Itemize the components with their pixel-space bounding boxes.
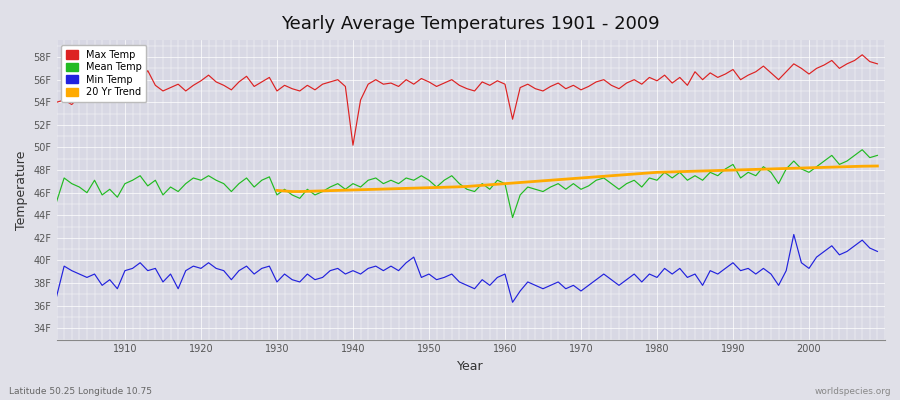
Text: Latitude 50.25 Longitude 10.75: Latitude 50.25 Longitude 10.75 [9,387,152,396]
Title: Yearly Average Temperatures 1901 - 2009: Yearly Average Temperatures 1901 - 2009 [282,15,660,33]
X-axis label: Year: Year [457,360,484,373]
Text: worldspecies.org: worldspecies.org [814,387,891,396]
Y-axis label: Temperature: Temperature [15,150,28,230]
Legend: Max Temp, Mean Temp, Min Temp, 20 Yr Trend: Max Temp, Mean Temp, Min Temp, 20 Yr Tre… [61,45,147,102]
